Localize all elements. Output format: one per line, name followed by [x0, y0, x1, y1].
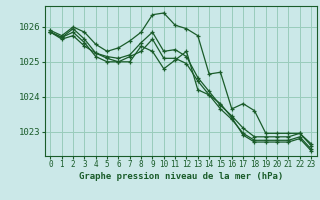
X-axis label: Graphe pression niveau de la mer (hPa): Graphe pression niveau de la mer (hPa) [79, 172, 283, 181]
